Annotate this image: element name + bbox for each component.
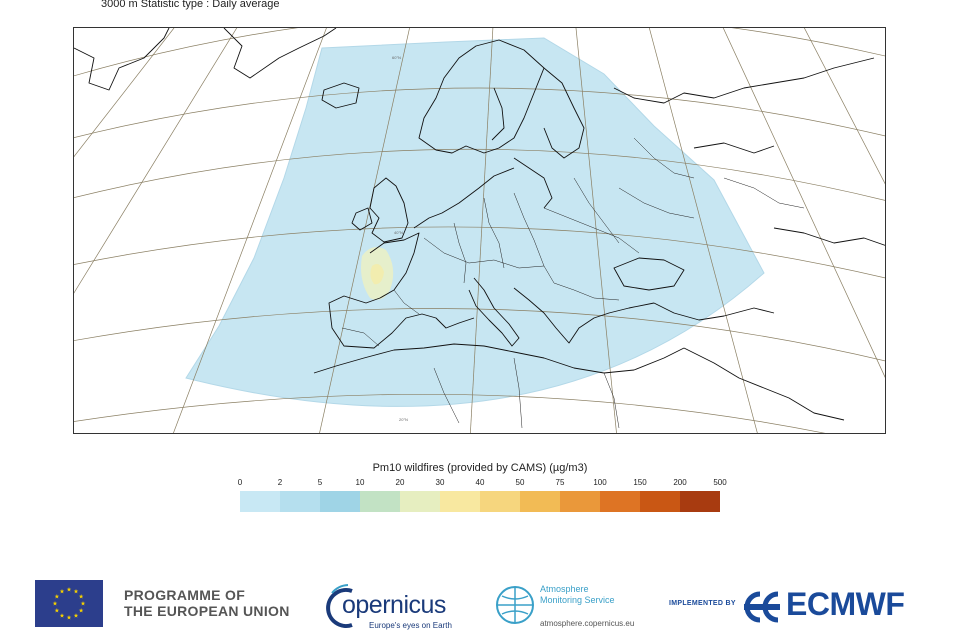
map-frame: 60°N 40°N 20°N	[73, 27, 886, 434]
legend-swatch	[560, 491, 600, 512]
ecmwf-logo: ECMWF	[740, 586, 930, 626]
graticule-labels: 60°N 40°N 20°N	[392, 55, 408, 422]
legend-tick-label: 50	[515, 478, 525, 487]
eu-star	[59, 588, 65, 594]
eu-stars	[52, 587, 86, 620]
legend-tick-label: 200	[673, 478, 687, 487]
copernicus-name: opernicus	[342, 591, 446, 619]
eu-star	[54, 594, 60, 599]
legend-tick-label: 5	[317, 478, 323, 487]
logo-footer: PROGRAMME OF THE EUROPEAN UNION opernicu…	[0, 560, 960, 640]
ams-line-1: Atmosphere	[540, 584, 589, 594]
implemented-by-label: IMPLEMENTED BY	[669, 600, 736, 607]
legend-colorbar	[240, 491, 720, 512]
copernicus-logo: opernicus Europe's eyes on Earth	[322, 577, 462, 637]
eu-flag-icon	[35, 580, 103, 627]
eu-star	[80, 601, 86, 606]
legend-swatch	[680, 491, 720, 512]
legend-swatch	[600, 491, 640, 512]
legend-swatch	[640, 491, 680, 512]
ams-name: Atmosphere Monitoring Service	[540, 584, 615, 606]
eu-star	[66, 587, 72, 592]
ecmwf-name: ECMWF	[786, 586, 905, 622]
eu-line-1: PROGRAMME OF	[124, 587, 246, 603]
ams-line-2: Monitoring Service	[540, 595, 615, 605]
eu-star	[66, 615, 72, 620]
legend-swatch	[480, 491, 520, 512]
eu-line-2: THE EUROPEAN UNION	[124, 603, 290, 619]
legend-tick-label: 75	[555, 478, 565, 487]
smoke-plume-core	[370, 264, 384, 285]
legend-tick-label: 30	[435, 478, 445, 487]
copernicus-tagline: Europe's eyes on Earth	[369, 621, 452, 630]
legend-tick-label: 100	[593, 478, 607, 487]
eu-star	[52, 601, 58, 606]
legend-swatch	[400, 491, 440, 512]
europe-map: 60°N 40°N 20°N	[74, 28, 885, 433]
legend-tick-label: 20	[395, 478, 405, 487]
legend-tick-label: 500	[713, 478, 727, 487]
legend-tick-label: 10	[355, 478, 365, 487]
coastlines	[74, 28, 885, 421]
ecmwf-symbol-icon	[744, 591, 780, 623]
eu-star	[59, 613, 65, 618]
ams-logo: Atmosphere Monitoring Service atmosphere…	[494, 580, 644, 635]
eu-star	[73, 588, 79, 594]
legend-tick-label: 2	[277, 478, 283, 487]
legend-swatch	[280, 491, 320, 512]
eu-star	[73, 613, 79, 618]
eu-star	[54, 608, 60, 613]
legend-title: Pm10 wildfires (provided by CAMS) (µg/m3…	[372, 462, 588, 474]
eu-star	[78, 608, 84, 613]
legend-swatch	[240, 491, 280, 512]
legend-swatch	[520, 491, 560, 512]
eu-programme-text: PROGRAMME OF THE EUROPEAN UNION	[124, 587, 290, 619]
legend-ticks: 0 2 5 10 20 30 40 50 75 100 150 200 500	[237, 478, 727, 490]
legend-swatch	[360, 491, 400, 512]
legend-swatch	[440, 491, 480, 512]
lat-label-40: 40°N	[394, 230, 403, 235]
legend-tick-label: 40	[475, 478, 485, 487]
country-borders	[341, 137, 805, 429]
legend-tick-label: 0	[237, 478, 243, 487]
lat-label-60: 60°N	[392, 55, 401, 60]
lat-label-20: 20°N	[399, 417, 408, 422]
eu-star	[78, 594, 84, 599]
ams-url: atmosphere.copernicus.eu	[540, 619, 635, 628]
map-subtitle: 3000 m Statistic type : Daily average	[101, 0, 280, 10]
legend-tick-label: 150	[633, 478, 647, 487]
legend-swatch	[320, 491, 360, 512]
graticule	[74, 28, 885, 433]
copernicus-c-icon	[326, 584, 353, 628]
globe-icon	[496, 586, 534, 624]
